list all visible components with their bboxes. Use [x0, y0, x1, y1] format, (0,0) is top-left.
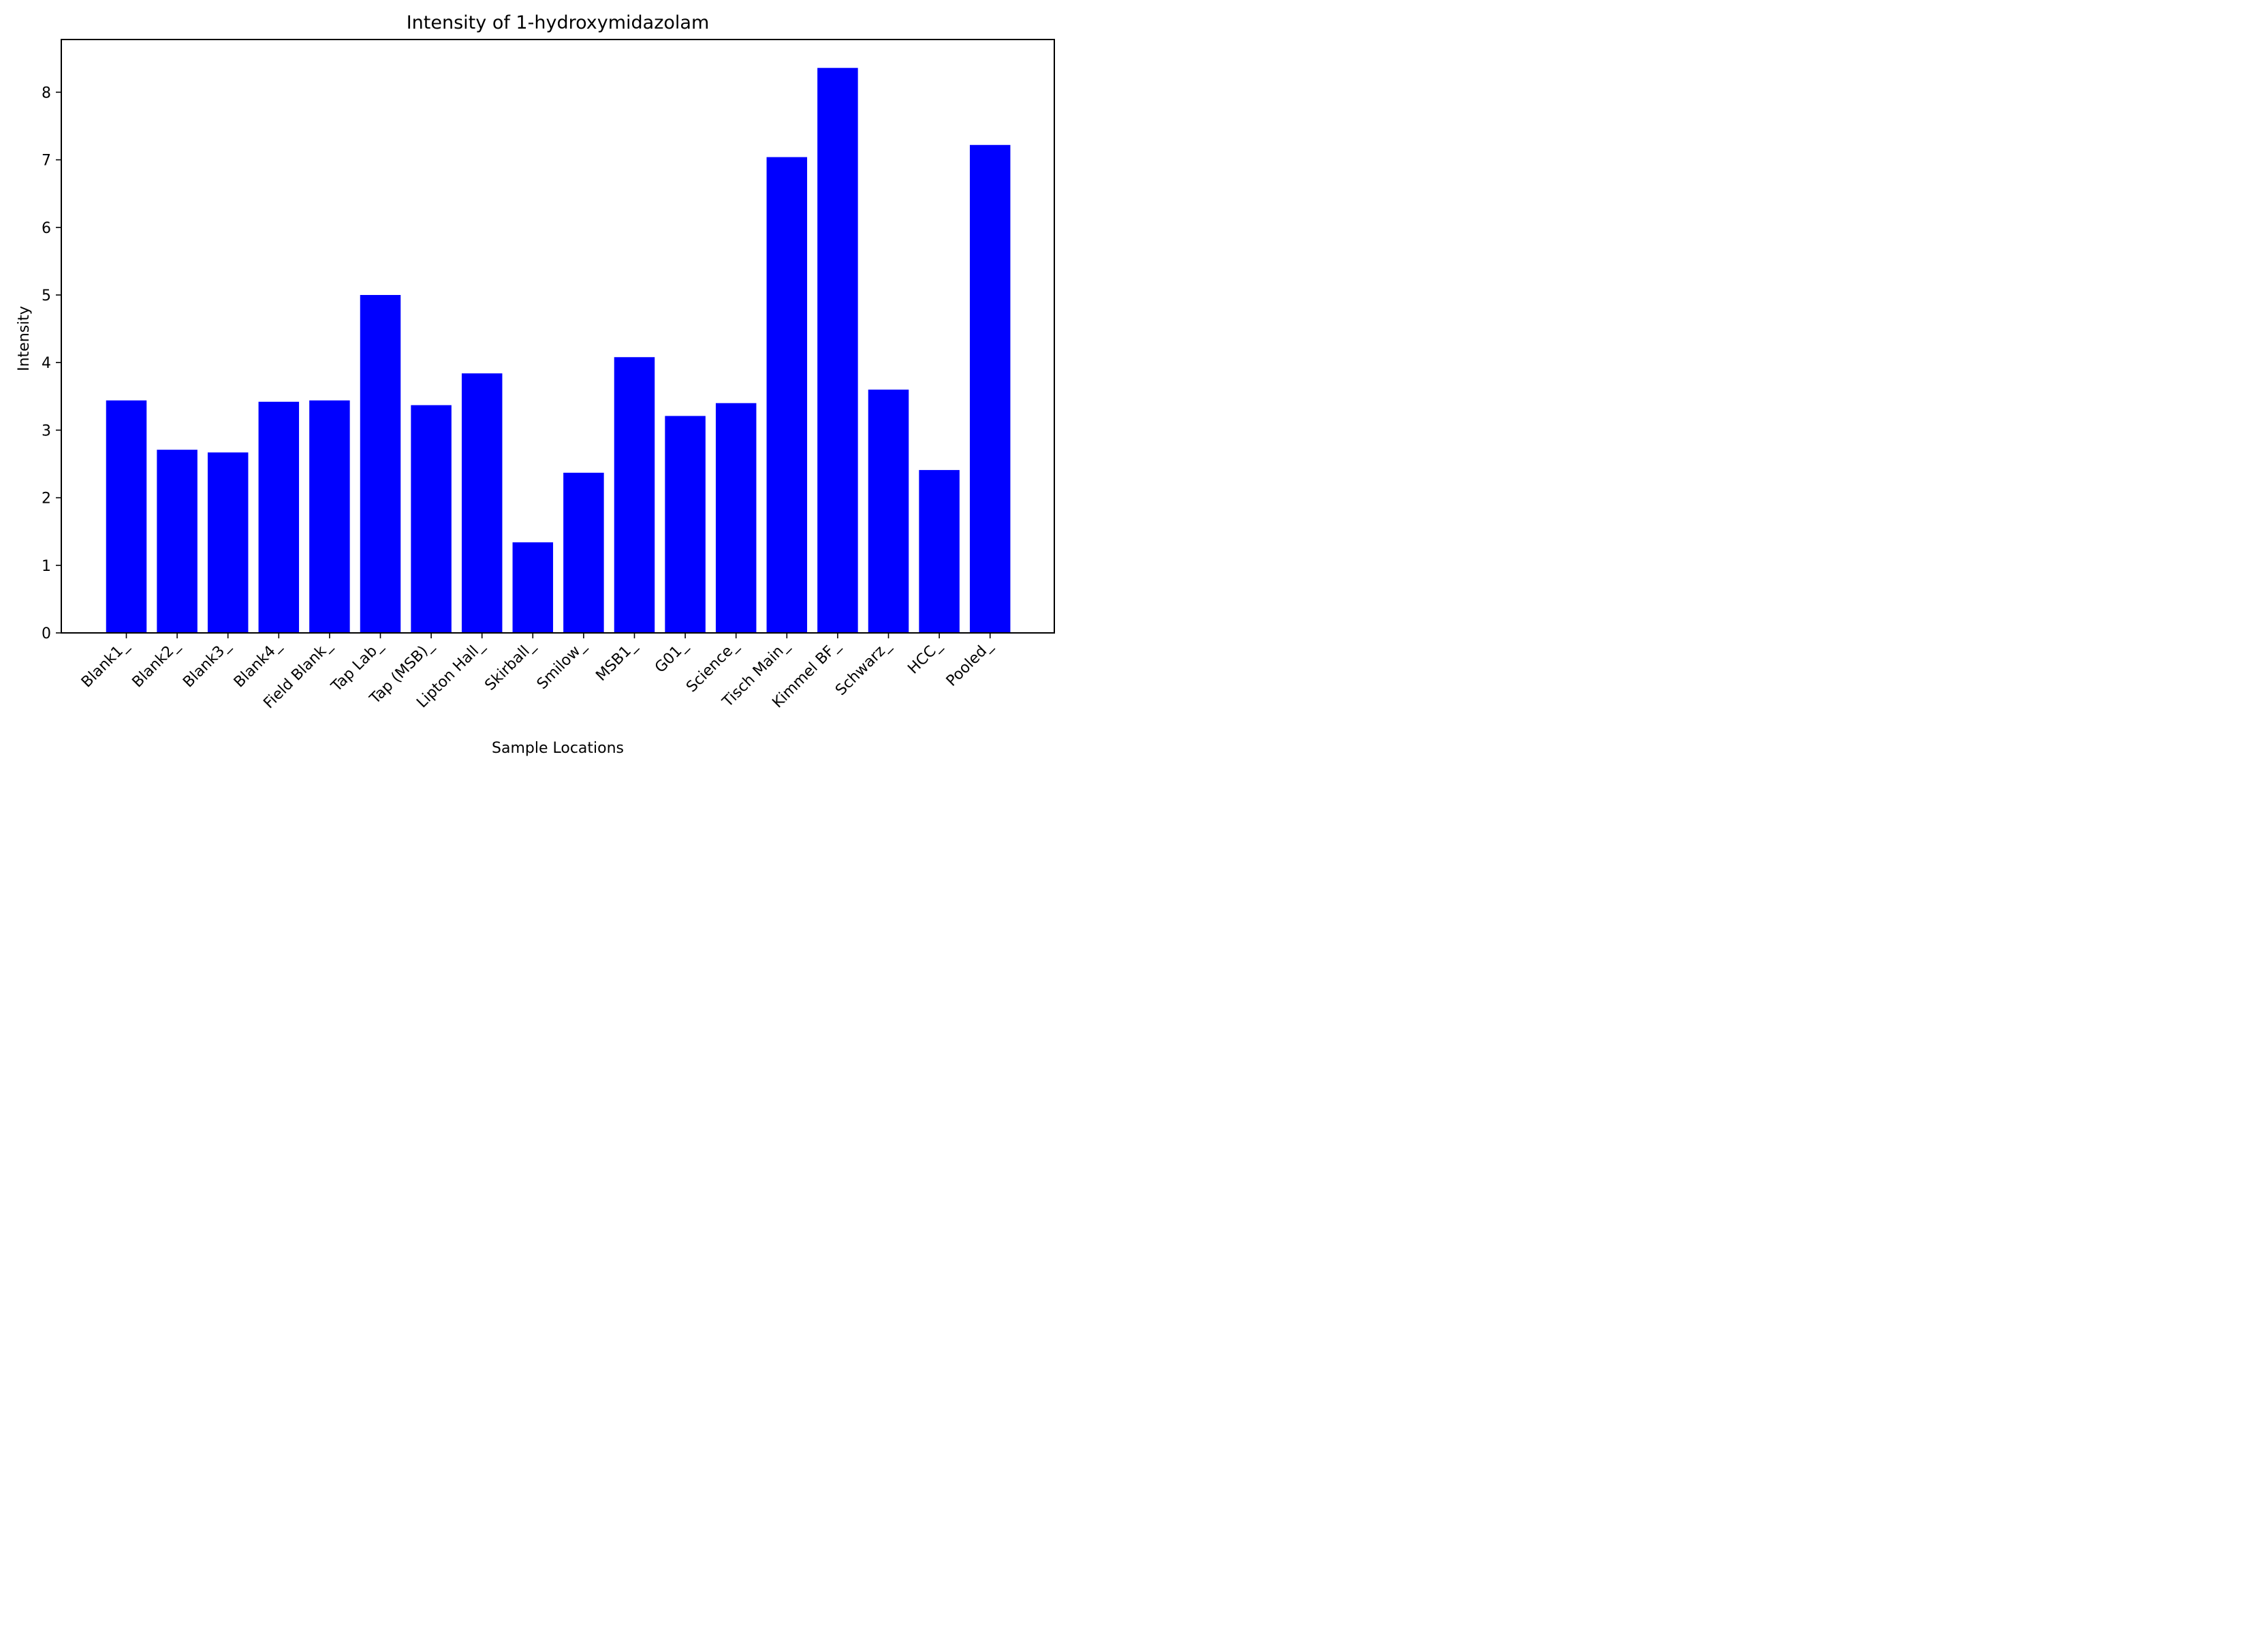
- x-tick-label: Pooled_: [943, 637, 996, 690]
- bar: [461, 373, 503, 633]
- x-tick-label: G01_: [652, 637, 691, 676]
- y-tick-label: 5: [42, 287, 51, 305]
- x-tick-label: Smilow_: [534, 637, 590, 693]
- x-tick-label: MSB1_: [593, 637, 640, 685]
- y-axis-label: Intensity: [16, 306, 33, 371]
- bar: [106, 400, 147, 633]
- y-tick-label: 7: [42, 153, 51, 170]
- y-tick-label: 3: [42, 422, 51, 439]
- bar: [614, 357, 655, 633]
- bar: [665, 416, 706, 633]
- y-tick-label: 6: [42, 220, 51, 237]
- chart-title: Intensity of 1-hydroxymidazolam: [407, 12, 710, 33]
- y-tick-label: 4: [42, 355, 51, 372]
- bar: [309, 400, 350, 633]
- bar: [157, 450, 198, 633]
- bar: [563, 472, 604, 633]
- bar: [868, 389, 909, 633]
- chart: Intensity of 1-hydroxymidazolam Blank1_ B…: [0, 0, 1068, 769]
- x-tick-label: Blank3_: [180, 637, 234, 691]
- bar: [817, 67, 858, 634]
- bar: [919, 469, 960, 633]
- bar: [969, 144, 1011, 633]
- bar: [207, 452, 249, 633]
- y-tick-label: 1: [42, 558, 51, 575]
- x-tick-label: Blank1_: [78, 637, 132, 691]
- bar: [258, 401, 300, 633]
- x-axis-label: Sample Locations: [492, 740, 624, 757]
- bar: [512, 542, 554, 633]
- x-tick-label: Schwarz_: [832, 637, 894, 699]
- x-tick-label: Skirball_: [482, 637, 539, 694]
- bar-chart: Intensity of 1-hydroxymidazolam Blank1_B…: [16, 12, 1055, 757]
- y-axis-ticks: 0 1 2 3 4 5 6 7 8: [42, 84, 61, 642]
- x-axis-ticks: Blank1_Blank2_Blank3_Blank4_Field Blank_…: [78, 633, 996, 712]
- x-tick-label: HCC_: [904, 637, 945, 678]
- bar: [411, 405, 452, 633]
- bar: [766, 157, 808, 634]
- y-tick-label: 8: [42, 84, 51, 102]
- bar: [360, 294, 401, 633]
- x-tick-label: Blank2_: [129, 637, 183, 691]
- bar: [715, 403, 757, 633]
- y-tick-label: 0: [42, 625, 51, 642]
- plot-frame: [61, 39, 1055, 634]
- bars-group: [106, 67, 1011, 634]
- y-tick-label: 2: [42, 491, 51, 508]
